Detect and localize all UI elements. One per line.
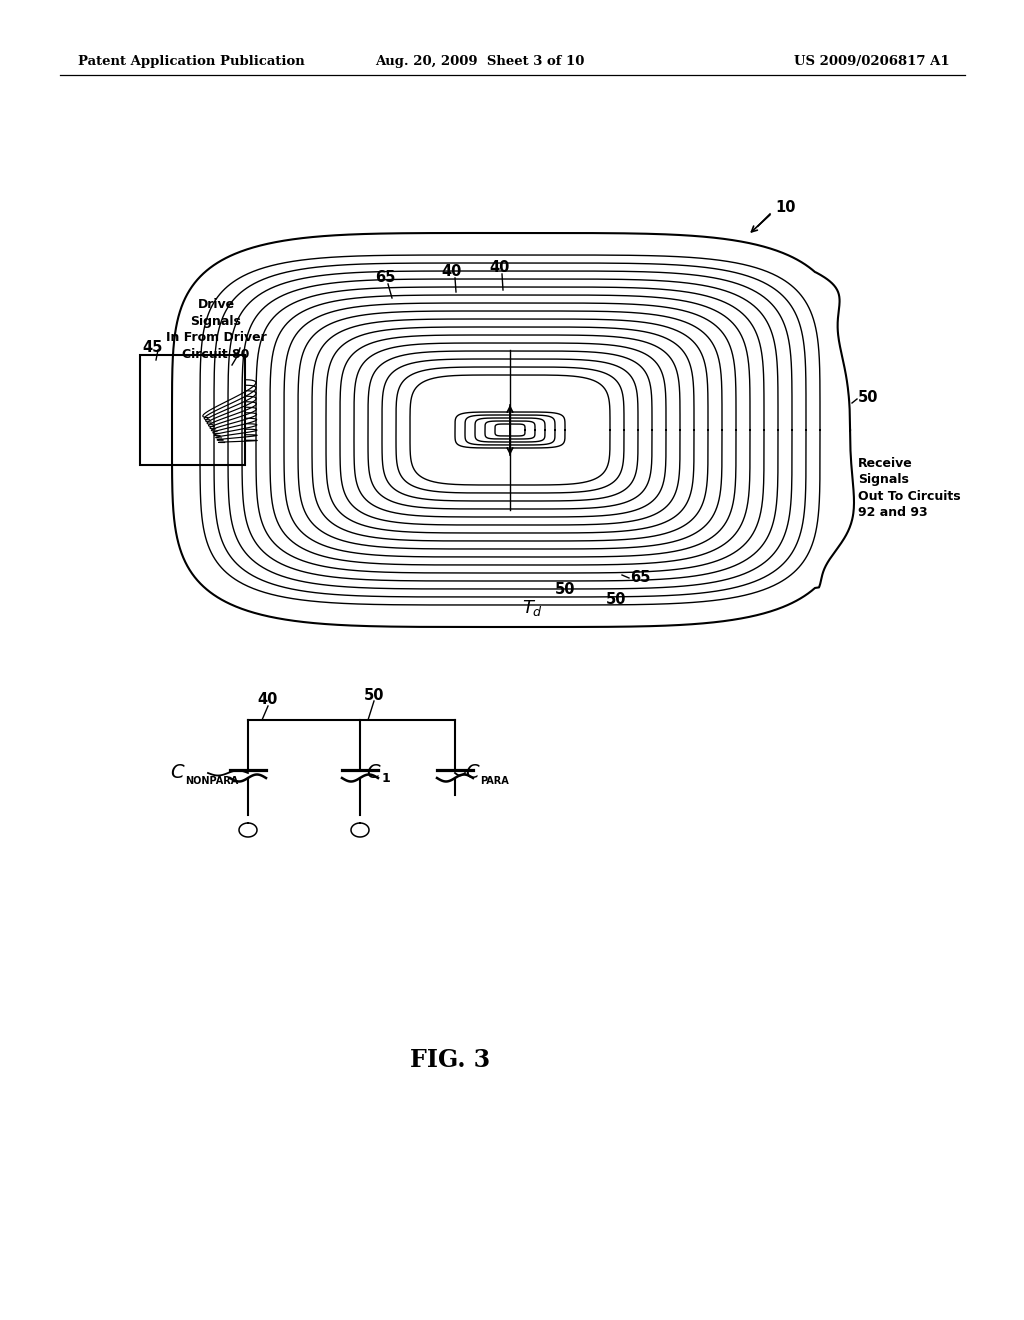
Text: 40: 40 — [258, 693, 279, 708]
Text: Aug. 20, 2009  Sheet 3 of 10: Aug. 20, 2009 Sheet 3 of 10 — [376, 55, 585, 69]
Text: 40: 40 — [441, 264, 462, 280]
Text: 50: 50 — [364, 688, 384, 702]
Text: $C$: $C$ — [465, 763, 480, 783]
Text: Drive
Signals
In From Driver
Circuit 80: Drive Signals In From Driver Circuit 80 — [166, 298, 266, 360]
Text: $C$: $C$ — [366, 763, 382, 781]
Text: 65: 65 — [630, 570, 650, 586]
Text: Patent Application Publication: Patent Application Publication — [78, 55, 305, 69]
Text: $T_d$: $T_d$ — [522, 598, 543, 618]
Text: NONPARA: NONPARA — [185, 776, 239, 785]
Text: 50: 50 — [555, 582, 575, 598]
Text: 10: 10 — [775, 201, 796, 215]
Text: FIG. 3: FIG. 3 — [410, 1048, 490, 1072]
Text: $C$: $C$ — [170, 763, 185, 783]
Text: 45: 45 — [142, 341, 163, 355]
Text: 50: 50 — [606, 593, 627, 607]
Text: Receive
Signals
Out To Circuits
92 and 93: Receive Signals Out To Circuits 92 and 9… — [858, 457, 961, 519]
Text: 50: 50 — [858, 391, 879, 405]
Text: 40: 40 — [489, 260, 510, 276]
Text: 1: 1 — [382, 772, 391, 785]
Text: PARA: PARA — [480, 776, 509, 785]
Text: 65: 65 — [375, 271, 395, 285]
Text: US 2009/0206817 A1: US 2009/0206817 A1 — [795, 55, 950, 69]
Bar — [140, 355, 245, 465]
